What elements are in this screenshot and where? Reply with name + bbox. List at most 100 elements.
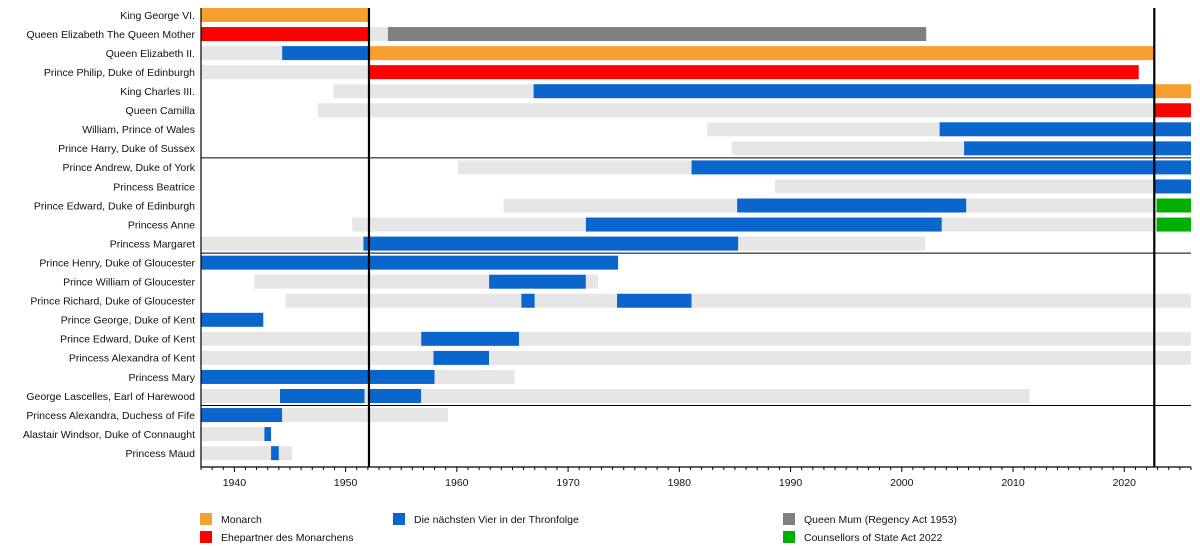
bar-segment-lifetime xyxy=(352,217,586,232)
bar-segment-next-four xyxy=(964,141,1191,156)
bar-segment-lifetime xyxy=(519,331,1191,346)
row-label: King George VI. xyxy=(120,10,195,22)
bar-segment-counsellor xyxy=(1156,198,1191,213)
legend-label: Counsellors of State Act 2022 xyxy=(804,532,942,544)
legend-label: Ehepartner des Monarchens xyxy=(221,532,354,544)
bar-segment-next-four xyxy=(201,255,619,270)
bar-segment-spouse xyxy=(201,27,369,42)
x-tick-label: 1950 xyxy=(334,477,358,489)
bar-segment-spouse xyxy=(1154,103,1191,118)
bar-segment-lifetime xyxy=(364,389,369,403)
row-label: Princess Alexandra, Duchess of Fife xyxy=(26,410,195,422)
bar-segment-next-four xyxy=(433,350,490,365)
bar-segment-lifetime xyxy=(966,198,1155,213)
bar-segment-lifetime xyxy=(282,408,448,423)
bar-segment-lifetime xyxy=(254,274,490,289)
bar-segment-lifetime xyxy=(201,65,369,80)
bar-segment-lifetime xyxy=(774,179,1155,194)
bar-segment-next-four xyxy=(264,427,272,442)
x-tick-label: 2000 xyxy=(890,477,914,489)
row-label: Queen Elizabeth The Queen Mother xyxy=(27,29,196,41)
bar-segment-next-four xyxy=(368,389,422,403)
x-tick-label: 1960 xyxy=(445,477,469,489)
bar-segment-next-four xyxy=(489,274,586,289)
bar-segment-lifetime xyxy=(278,446,293,461)
legend-swatch-spouse xyxy=(200,531,212,543)
bar-segment-lifetime xyxy=(201,427,265,442)
reign-change-lines xyxy=(367,8,1156,467)
bar-segment-lifetime xyxy=(503,198,738,213)
bar-segment-lifetime xyxy=(201,236,364,251)
bar-segment-lifetime xyxy=(534,293,618,308)
bar-segment-next-four xyxy=(737,198,967,213)
bar-segment-lifetime xyxy=(691,293,1191,308)
x-axis: 1940 1950 1960 1970 1980 1990 2000 2010 2020 xyxy=(200,8,1192,489)
bar-segment-next-four xyxy=(421,331,520,346)
bar-segment-lifetime xyxy=(368,27,388,42)
x-tick-label: 1980 xyxy=(668,477,692,489)
bar-segment-next-four xyxy=(271,446,279,461)
bar-segment-lifetime xyxy=(201,389,280,403)
bar-segment-lifetime xyxy=(333,84,534,99)
bar-segment-next-four xyxy=(533,84,1155,99)
row-label: Princess Anne xyxy=(128,219,195,231)
bar-segment-lifetime xyxy=(201,46,283,61)
x-tick-label: 2010 xyxy=(1001,477,1025,489)
bar-segment-spouse xyxy=(368,65,1139,80)
row-label: Princess Maud xyxy=(126,448,196,460)
row-label: Prince William of Gloucester xyxy=(63,277,195,289)
bar-segment-next-four xyxy=(585,217,942,232)
row-label: Princess Mary xyxy=(128,372,195,384)
row-label: Princess Alexandra of Kent xyxy=(69,353,195,365)
row-label: Queen Elizabeth II. xyxy=(106,48,195,60)
row-label: Princess Beatrice xyxy=(113,181,195,193)
bar-segment-lifetime xyxy=(201,446,272,461)
legend-label: Monarch xyxy=(221,514,262,526)
bar-segment-lifetime xyxy=(457,160,692,175)
bar-segment-next-four xyxy=(201,312,264,327)
legend: Monarch Ehepartner des Monarchens Die näch… xyxy=(200,513,957,544)
bar-segment-lifetime xyxy=(317,103,1155,118)
row-label: Prince Henry, Duke of Gloucester xyxy=(39,257,195,269)
row-label: King Charles III. xyxy=(120,86,195,98)
bar-segment-lifetime xyxy=(285,293,522,308)
x-tick-label: 1940 xyxy=(223,477,247,489)
bar-segment-lifetime xyxy=(201,331,422,346)
row-label: Prince Edward, Duke of Edinburgh xyxy=(34,200,195,212)
bar-segment-lifetime xyxy=(731,141,965,156)
bar-segment-lifetime xyxy=(489,350,1192,365)
bars xyxy=(201,8,1192,461)
row-label: Alastair Windsor, Duke of Connaught xyxy=(23,429,195,441)
x-tick-label: 1970 xyxy=(556,477,580,489)
bar-segment-lifetime xyxy=(201,350,434,365)
bar-segment-next-four xyxy=(201,369,435,384)
bar-segment-next-four xyxy=(521,293,535,308)
row-label: Queen Camilla xyxy=(126,105,196,117)
bar-segment-regency xyxy=(387,27,927,42)
bar-segment-counsellor xyxy=(1156,217,1191,232)
bar-segment-lifetime xyxy=(707,122,940,137)
group-separators xyxy=(201,157,1191,407)
legend-swatch-regency xyxy=(783,513,795,525)
bar-segment-next-four xyxy=(939,122,1191,137)
bar-segment-lifetime xyxy=(585,274,599,289)
bar-segment-next-four xyxy=(1154,179,1191,194)
legend-label: Die nächsten Vier in der Thronfolge xyxy=(414,514,579,526)
legend-swatch-monarch xyxy=(200,513,212,525)
bar-segment-next-four xyxy=(691,160,1191,175)
bar-segment-lifetime xyxy=(421,389,1030,403)
row-label: Prince Richard, Duke of Gloucester xyxy=(30,296,195,308)
row-label: Prince Edward, Duke of Kent xyxy=(60,334,195,346)
legend-swatch-counsellor xyxy=(783,531,795,543)
x-tick-label: 1990 xyxy=(779,477,803,489)
bar-segment-next-four xyxy=(363,236,739,251)
row-label: Princess Margaret xyxy=(110,238,195,250)
row-label: William, Prince of Wales xyxy=(82,124,195,136)
row-label: George Lascelles, Earl of Harewood xyxy=(26,391,195,403)
row-labels: King George VI. Queen Elizabeth The Queen… xyxy=(23,10,196,460)
bar-segment-next-four xyxy=(279,389,365,403)
legend-swatch-next-four xyxy=(393,513,405,525)
row-label: Prince George, Duke of Kent xyxy=(61,315,195,327)
bar-segment-lifetime xyxy=(941,217,1155,232)
